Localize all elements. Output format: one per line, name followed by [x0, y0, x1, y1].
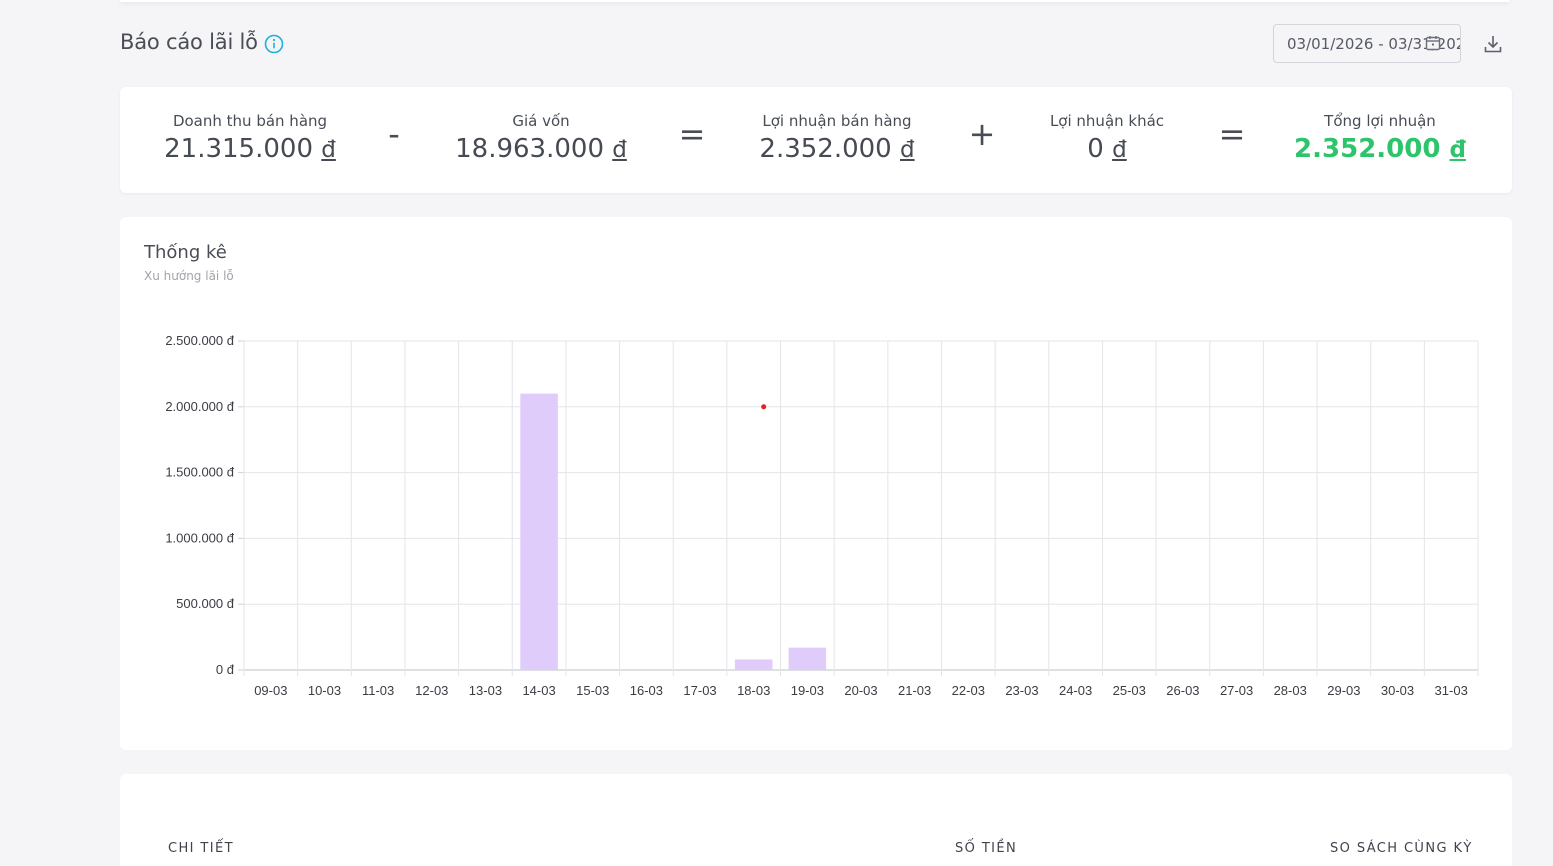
currency-symbol: đ	[612, 137, 627, 163]
currency-symbol: đ	[1449, 137, 1466, 163]
sales-profit-value: 2.352.000 đ	[759, 134, 915, 164]
y-tick-label: 500.000 đ	[176, 596, 235, 611]
metric-cost: Giá vốn 18.963.000 đ	[455, 112, 627, 164]
x-tick-label: 17-03	[683, 683, 716, 698]
x-tick-label: 19-03	[791, 683, 824, 698]
x-tick-label: 29-03	[1327, 683, 1360, 698]
statistics-card: Thống kê Xu hướng lãi lỗ 0 đ 500.000 đ 1.0…	[120, 217, 1512, 750]
bar-19-03	[788, 647, 827, 670]
info-icon[interactable]	[263, 33, 285, 55]
chart-title: Thống kê	[144, 242, 227, 263]
x-tick-label: 24-03	[1059, 683, 1092, 698]
total-profit-label: Tổng lợi nhuận	[1324, 112, 1436, 130]
column-header-compare: SO SÁCH CÙNG KỲ	[1330, 841, 1473, 856]
x-tick-label: 31-03	[1435, 683, 1468, 698]
profit-summary-card: Doanh thu bán hàng 21.315.000 đ - Giá vố…	[120, 87, 1512, 193]
x-tick-label: 22-03	[952, 683, 985, 698]
y-tick-label: 1.500.000 đ	[165, 465, 234, 480]
other-profit-value: 0 đ	[1087, 134, 1127, 164]
x-tick-label: 27-03	[1220, 683, 1253, 698]
y-tick-label: 0 đ	[216, 662, 235, 677]
currency-symbol: đ	[1112, 137, 1127, 163]
data-marker-point	[761, 404, 767, 410]
metric-total-profit: Tổng lợi nhuận 2.352.000 đ	[1294, 112, 1466, 164]
other-profit-label: Lợi nhuận khác	[1049, 112, 1165, 130]
download-icon[interactable]	[1482, 33, 1504, 55]
calendar-icon[interactable]	[1424, 34, 1442, 52]
x-tick-label: 09-03	[254, 683, 287, 698]
x-tick-label: 26-03	[1166, 683, 1199, 698]
y-tick-label: 2.000.000 đ	[165, 399, 234, 414]
column-header-detail: CHI TIẾT	[168, 841, 234, 856]
minus-operator: -	[388, 115, 400, 153]
equals-operator-2: =	[1218, 115, 1246, 153]
chart-subtitle: Xu hướng lãi lỗ	[144, 269, 234, 283]
x-tick-label: 11-03	[362, 683, 394, 698]
equals-operator: =	[678, 115, 706, 153]
currency-symbol: đ	[899, 137, 915, 163]
detail-table-card: CHI TIẾT SỐ TIỀN SO SÁCH CÙNG KỲ	[120, 774, 1512, 866]
x-tick-label: 20-03	[844, 683, 877, 698]
total-profit-value: 2.352.000 đ	[1294, 134, 1466, 164]
y-tick-label: 1.000.000 đ	[165, 530, 234, 545]
x-tick-label: 18-03	[737, 683, 770, 698]
cost-value: 18.963.000 đ	[455, 134, 627, 164]
revenue-label: Doanh thu bán hàng	[172, 112, 328, 130]
page-header: Báo cáo lãi lỗ 03/01/2026 - 03/31/2026	[120, 24, 1509, 64]
top-card-edge	[120, 0, 1509, 2]
bar-18-03	[734, 659, 773, 670]
cost-label: Giá vốn	[512, 112, 570, 130]
x-tick-label: 16-03	[630, 683, 663, 698]
column-header-amount: SỐ TIỀN	[955, 841, 1018, 856]
y-tick-label: 2.500.000 đ	[165, 333, 234, 348]
x-tick-label: 14-03	[522, 683, 555, 698]
page-title: Báo cáo lãi lỗ	[120, 30, 258, 54]
sales-profit-label: Lợi nhuận bán hàng	[762, 112, 912, 130]
x-tick-label: 13-03	[469, 683, 502, 698]
metric-other-profit: Lợi nhuận khác 0 đ	[1050, 112, 1164, 164]
x-tick-label: 30-03	[1381, 683, 1414, 698]
x-tick-label: 12-03	[415, 683, 448, 698]
x-tick-label: 28-03	[1274, 683, 1307, 698]
x-tick-label: 10-03	[308, 683, 341, 698]
metric-sales-profit: Lợi nhuận bán hàng 2.352.000 đ	[759, 112, 914, 164]
x-tick-label: 15-03	[576, 683, 609, 698]
plus-operator: +	[968, 115, 996, 153]
profit-bar-chart: 0 đ 500.000 đ 1.000.000 đ 1.500.000 đ 2.000.…	[165, 333, 1479, 698]
x-tick-label: 21-03	[898, 683, 931, 698]
currency-symbol: đ	[321, 137, 336, 163]
metric-revenue: Doanh thu bán hàng 21.315.000 đ	[164, 112, 336, 164]
x-tick-label: 25-03	[1113, 683, 1146, 698]
revenue-value: 21.315.000 đ	[164, 134, 336, 164]
bar-14-03	[520, 393, 558, 670]
x-tick-label: 23-03	[1005, 683, 1038, 698]
